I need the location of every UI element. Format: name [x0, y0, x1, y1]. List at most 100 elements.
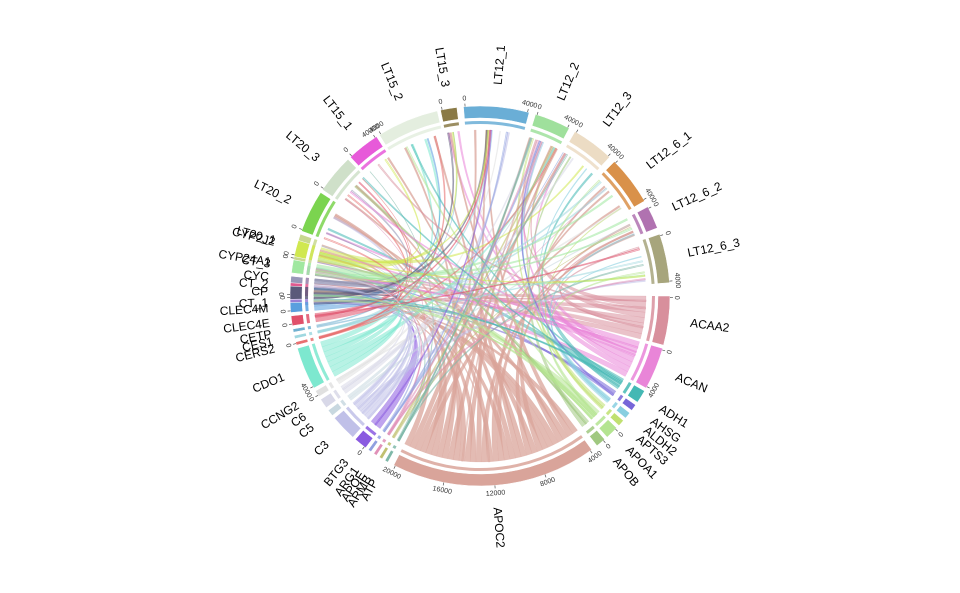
- ribbon-cyp2j2-lt12-3: [319, 165, 585, 264]
- gene-track-apoa1: [595, 415, 606, 427]
- sample-label-lt20-2: LT20_2: [252, 177, 294, 207]
- sector-arcs: [289, 105, 671, 487]
- ribbon-thin-cyp24a1: [314, 227, 633, 281]
- ribbon-thin-apts3: [516, 137, 604, 409]
- tick-label: 0: [651, 201, 659, 208]
- tick-label: 0: [577, 122, 584, 130]
- tick-label: 16000: [432, 485, 453, 496]
- sample-track-lt12-1: [464, 120, 526, 130]
- sample-track-lt12-2: [530, 128, 563, 145]
- ribbon-aldh2-lt12-6-3: [551, 255, 642, 404]
- gene-arc-atp: [384, 449, 395, 463]
- gene-label-cp: CP: [251, 284, 268, 298]
- gene-arc-armb: [378, 446, 389, 460]
- ribbon-apoc2-lt12-3: [414, 152, 567, 452]
- ribbon-thin-arg1: [383, 140, 542, 433]
- gene-track-arg1: [377, 435, 382, 440]
- tick-label: 0: [279, 292, 286, 296]
- gene-track-ces1: [308, 331, 313, 336]
- gene-arc-adh1: [627, 384, 645, 403]
- tick-label: 0: [279, 309, 286, 314]
- gene-arc-arg1: [367, 439, 379, 452]
- tick-label: 0: [438, 98, 443, 106]
- tick-mark: [615, 428, 618, 432]
- gene-arc-cdo1: [297, 344, 325, 389]
- tick-mark: [315, 394, 319, 398]
- gene-track-acaa2: [646, 296, 655, 342]
- gene-arc-cers2: [295, 338, 309, 346]
- sample-track-lt20-2: [315, 200, 336, 238]
- gene-arc-btg3: [354, 429, 374, 449]
- ribbon-thin-apoc2: [461, 141, 543, 462]
- sample-arc-lt12-6-1: [605, 161, 645, 208]
- gene-label-acan: ACAN: [674, 370, 710, 396]
- gene-track-cetp: [307, 325, 312, 330]
- gene-track-btg3: [365, 425, 377, 436]
- sample-label-lt15-2: LT15_2: [378, 60, 406, 102]
- gene-track-cers2: [310, 337, 314, 342]
- ribbon-cetp-lt15-3: [316, 131, 458, 327]
- gene-track-apts3: [605, 408, 613, 416]
- ribbon-apoc2-lt12-6-1: [419, 204, 621, 454]
- ribbon-thin-cyp2j2: [318, 252, 646, 283]
- tick-mark: [643, 197, 647, 200]
- sample-track-lt15-3: [443, 122, 460, 128]
- tick-mark: [648, 206, 652, 209]
- tick-mark: [310, 386, 314, 389]
- tick-mark: [603, 440, 606, 443]
- tick-label: 0: [278, 296, 285, 300]
- tick-mark: [544, 474, 547, 478]
- ribbon-thin-clec4e: [314, 248, 640, 317]
- sample-label-lt12-6-2: LT12_6_2: [670, 179, 724, 214]
- sample-arc-lt20-2: [301, 192, 332, 236]
- tick-label: 0: [537, 104, 543, 112]
- tick-label: 4000: [648, 382, 662, 399]
- ribbon-cdo1-lt12-2: [327, 146, 556, 368]
- gene-track-cp: [305, 286, 309, 300]
- gene-arc-acan: [635, 344, 663, 389]
- sample-label-lt15-1: LT15_1: [320, 93, 356, 133]
- sample-arc-lt12-2: [531, 113, 570, 140]
- tick-mark: [567, 124, 570, 128]
- tick-mark: [615, 160, 618, 164]
- gene-track-c3: [345, 406, 365, 427]
- gene-label-apoc2: APOC2: [490, 507, 507, 549]
- sample-track-lt12-6-2: [631, 213, 644, 235]
- gene-track-clec4m: [305, 302, 309, 312]
- gene-arc-ces1: [293, 332, 307, 340]
- gene-track-adh1: [622, 382, 632, 394]
- ribbon-thin-clec4e: [314, 129, 492, 318]
- tick-label: 0: [283, 250, 291, 255]
- tick-mark: [362, 446, 365, 450]
- sample-track-lt12-6-1: [601, 172, 632, 210]
- tick-label: 8000: [539, 476, 556, 488]
- ribbon-arg1-lt20-1: [317, 261, 420, 432]
- tick-label: 0: [282, 254, 290, 259]
- ribbon-thin-cers2: [318, 135, 446, 339]
- gene-arc-c3: [334, 410, 362, 438]
- gene-label-acaa2: ACAA2: [689, 316, 730, 335]
- tick-label: 0: [675, 296, 682, 300]
- gene-arc-ccng2: [315, 384, 330, 398]
- sample-label-ct-2: CT_2: [239, 276, 269, 292]
- tick-mark: [576, 129, 579, 133]
- tick-label: 0: [313, 180, 321, 187]
- tick-mark: [393, 465, 396, 469]
- gene-arc-cyc: [290, 275, 304, 284]
- ribbon-apoc2-lt12-6-1: [491, 190, 610, 462]
- ribbon-thin-acan: [319, 249, 636, 357]
- ribbon-thin-adh1: [362, 177, 621, 388]
- sample-label-lt12-6-3: LT12_6_3: [686, 235, 741, 259]
- gene-arc-c5: [327, 402, 343, 416]
- tick-mark: [608, 153, 611, 157]
- sample-arc-lt12-1: [463, 105, 530, 125]
- tick-mark: [291, 253, 295, 256]
- ribbon-thin-armb: [392, 145, 554, 439]
- gene-arc-cp: [289, 285, 303, 300]
- tick-label: 0: [356, 449, 363, 457]
- tick-mark: [290, 257, 294, 259]
- sample-arc-lt15-3: [440, 107, 459, 123]
- gene-track-ccng2: [328, 382, 335, 389]
